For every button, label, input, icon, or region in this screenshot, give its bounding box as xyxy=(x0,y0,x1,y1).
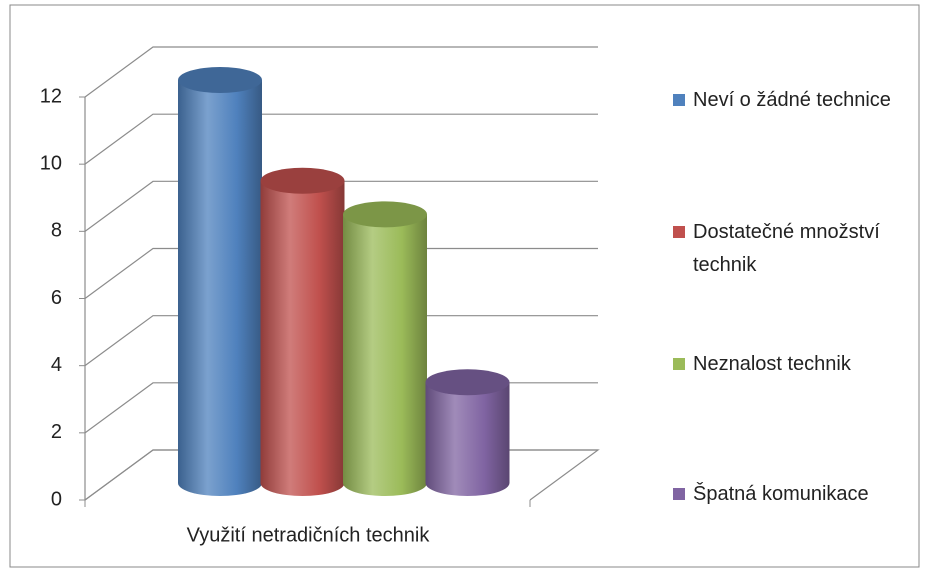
legend-swatch xyxy=(673,358,685,370)
grid-line xyxy=(84,46,598,98)
legend-label: Špatná komunikace xyxy=(693,483,869,505)
y-tick-label: 4 xyxy=(51,354,62,376)
legend-swatch xyxy=(673,94,685,106)
grid-line xyxy=(84,247,598,299)
grid-line xyxy=(84,315,598,367)
grid-line xyxy=(84,180,598,232)
x-tick-label: Využití netradičních technik xyxy=(187,524,431,546)
y-tick-label: 2 xyxy=(51,421,62,443)
y-tick-label: 10 xyxy=(40,152,62,174)
bar-cap xyxy=(425,369,510,396)
bar-cap xyxy=(260,167,345,194)
bar-cap xyxy=(178,67,262,93)
y-tick-label: 6 xyxy=(51,287,62,309)
legend-swatch xyxy=(673,226,685,238)
legend-label: Neznalost technik xyxy=(693,353,851,375)
chart-border xyxy=(9,4,920,568)
bar xyxy=(343,214,427,497)
legend-label: Neví o žádné technice xyxy=(693,89,891,111)
y-tick-label: 8 xyxy=(51,220,62,242)
y-tick-label: 12 xyxy=(40,85,62,107)
y-tick-label: 0 xyxy=(51,488,62,510)
bar xyxy=(178,80,262,496)
bar xyxy=(260,180,345,496)
bar-cap xyxy=(343,201,427,228)
grid-line xyxy=(84,113,598,165)
legend-swatch xyxy=(673,488,685,500)
bar xyxy=(425,382,510,496)
legend-label: Dostatečné množství technik xyxy=(693,221,880,276)
